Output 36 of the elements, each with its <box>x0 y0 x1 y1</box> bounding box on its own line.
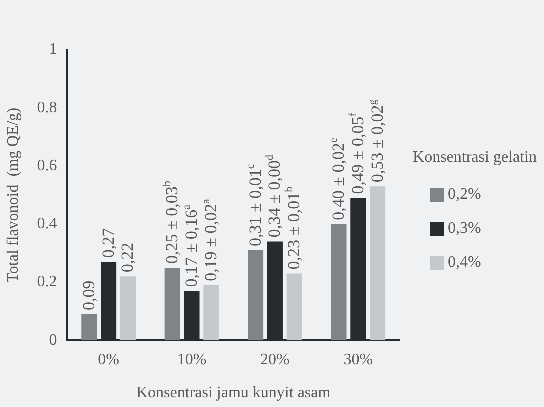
y-tick-label: 0.8 <box>37 99 58 116</box>
data-label: 0,09 <box>79 280 98 310</box>
bar <box>370 186 386 341</box>
x-axis-title: Konsentrasi jamu kunyit asam <box>136 384 332 402</box>
y-tick-label: 0.4 <box>37 216 58 233</box>
data-label: 0,25 ± 0,03b <box>162 180 182 264</box>
y-tick-label: 0.2 <box>37 274 58 291</box>
y-tick-label: 0.6 <box>37 157 58 174</box>
data-label: 0,22 <box>118 242 138 273</box>
x-tick-label: 0% <box>98 351 120 368</box>
legend-label: 0,4% <box>448 254 482 272</box>
y-axis-title: Total flavonoid (mg QE/g) <box>4 108 22 283</box>
bar <box>120 276 136 341</box>
data-label: 0,31 ± 0,01c <box>244 164 265 247</box>
x-tick-label: 20% <box>260 351 290 368</box>
data-label: 0,19 ± 0,02a <box>200 199 220 282</box>
legend-label: 0,3% <box>448 220 482 238</box>
bar <box>331 224 347 341</box>
bar <box>248 250 264 341</box>
bar <box>82 314 98 341</box>
bar <box>286 274 302 341</box>
x-tick-label: 30% <box>344 351 374 368</box>
x-tick-label: 10% <box>177 351 207 368</box>
y-tick-label: 0 <box>49 332 58 349</box>
data-label: 0,27 <box>98 228 118 258</box>
legend-title: Konsentrasi gelatin <box>412 148 538 168</box>
bar <box>164 268 180 341</box>
legend-label: 0,2% <box>448 186 482 204</box>
data-label: 0,34 ± 0,00d <box>264 154 284 238</box>
data-label: 0,17 ± 0,16a <box>181 204 201 288</box>
data-label: 0,53 ± 0,02g <box>366 99 387 183</box>
data-label: 0,49 ± 0,05f <box>347 112 368 194</box>
bar <box>204 285 220 341</box>
data-label: 0,23 ± 0,01b <box>284 186 304 270</box>
y-tick-label: 1 <box>49 41 58 58</box>
data-label: 0,40 ± 0,02e <box>328 138 348 220</box>
